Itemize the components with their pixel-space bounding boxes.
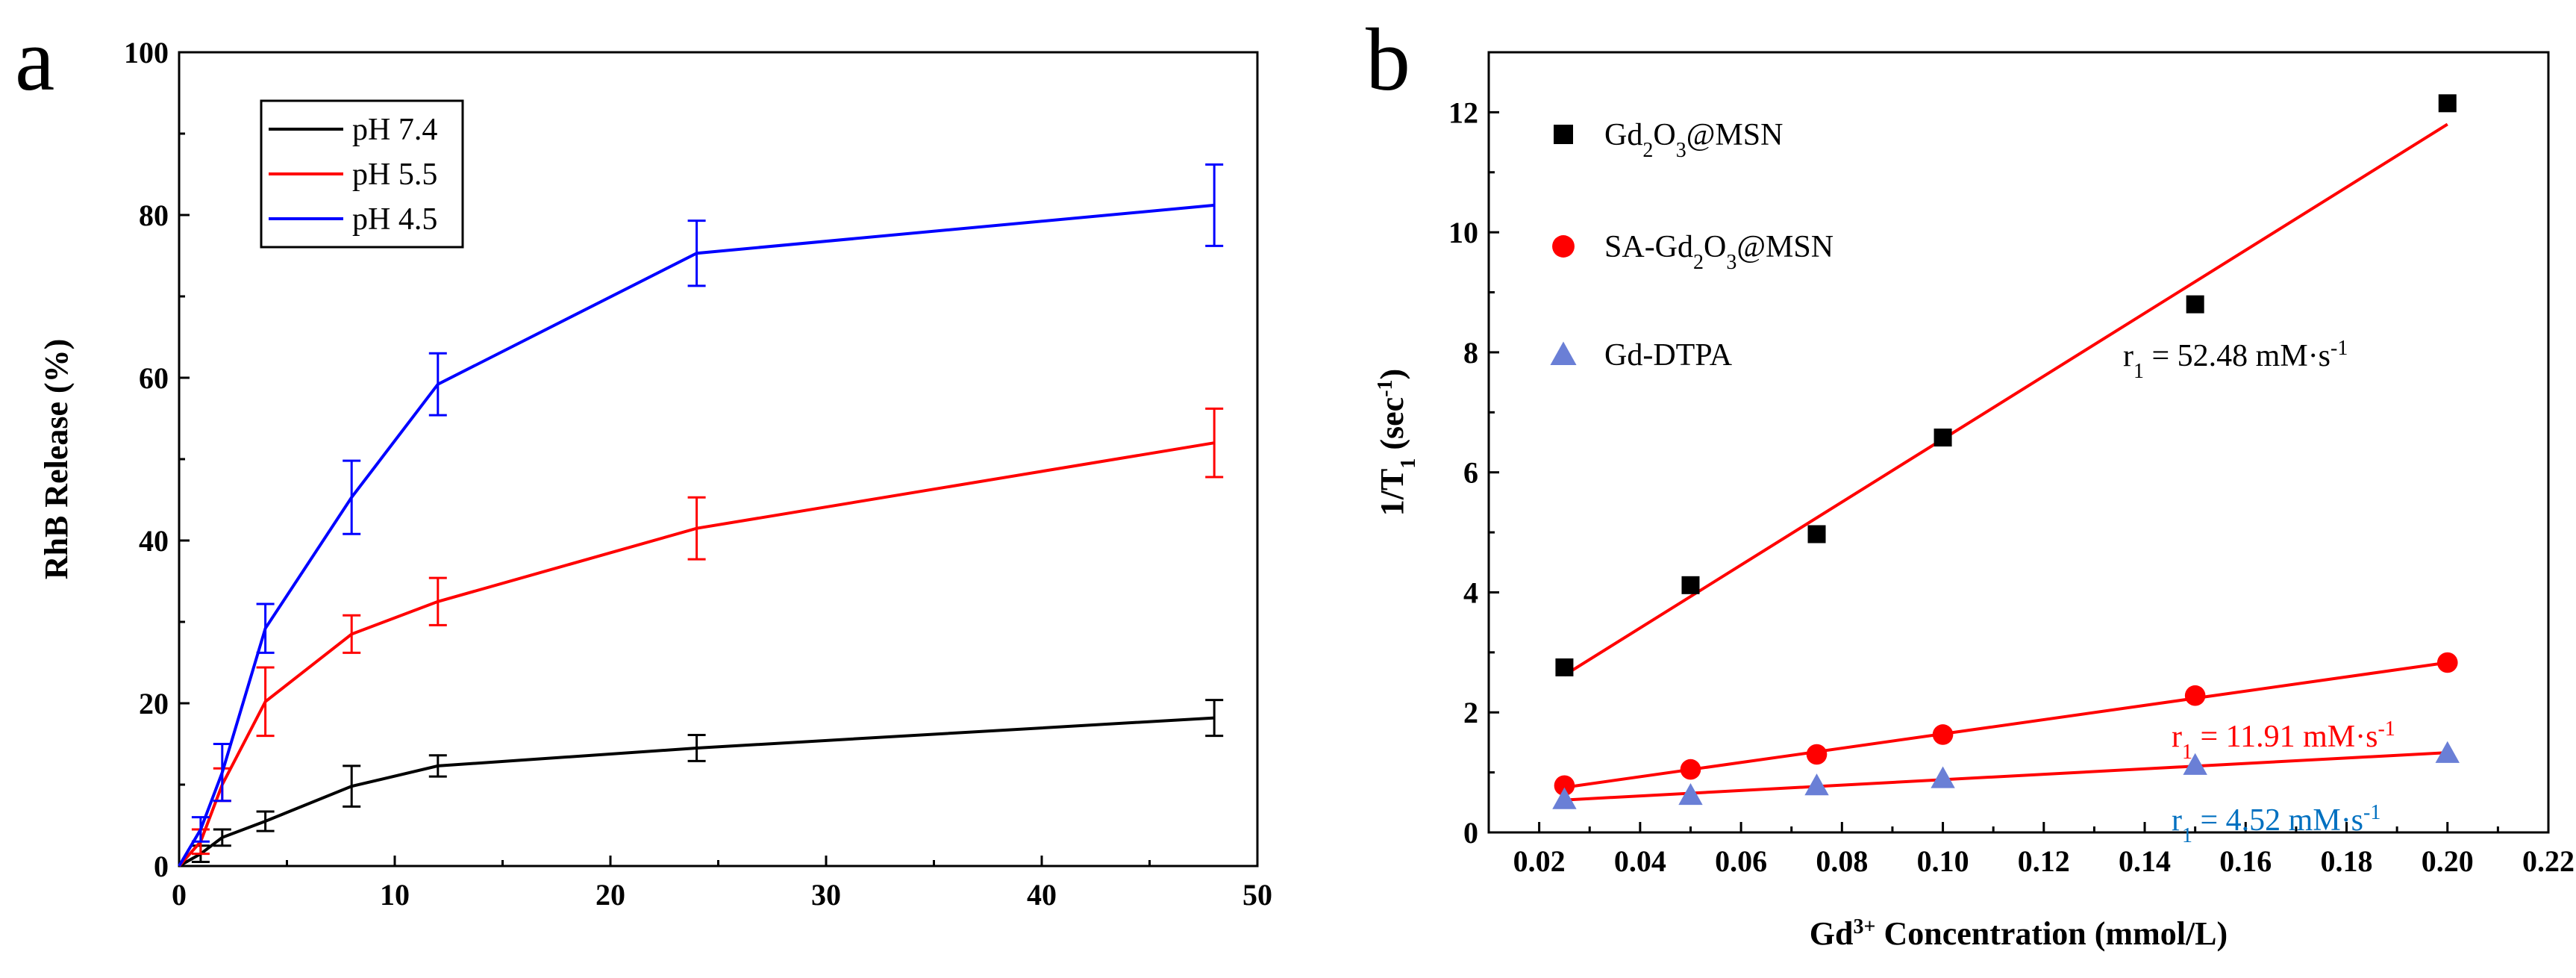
fit-line-2 bbox=[1564, 751, 2448, 802]
legend-marker bbox=[1552, 235, 1575, 258]
x-tick-label-a: 40 bbox=[1027, 878, 1057, 912]
legend-label: pH 4.5 bbox=[352, 202, 437, 237]
data-point bbox=[1555, 658, 1574, 676]
data-point bbox=[1932, 724, 1954, 745]
x-tick-label-b: 0.14 bbox=[2119, 844, 2171, 878]
relaxivity-annotation: r1 = 52.48 mM·s-1 bbox=[2123, 337, 2348, 383]
data-point bbox=[1552, 787, 1577, 809]
legend-b: Gd2O3@MSN SA-Gd2O3@MSN Gd-DTPA bbox=[1550, 118, 1833, 373]
data-point bbox=[1933, 429, 1952, 447]
y-tick-label-a: 20 bbox=[139, 687, 169, 720]
series-line bbox=[178, 203, 1215, 868]
y-axis-label-a: RhB Release (%) bbox=[38, 339, 75, 580]
series-a-ph-4.5 bbox=[178, 163, 1224, 868]
y-tick-label-b: 8 bbox=[1463, 336, 1478, 370]
y-tick-label-b: 12 bbox=[1448, 96, 1478, 129]
data-point bbox=[1931, 766, 1955, 788]
y-tick-label-a: 80 bbox=[139, 199, 169, 232]
plot-frame-b bbox=[1487, 51, 2550, 834]
series-a-ph-7.4 bbox=[178, 699, 1224, 868]
x-tick-label-b: 0.18 bbox=[2321, 844, 2373, 878]
x-tick-label-b: 0.06 bbox=[1715, 844, 1767, 878]
x-tick-label-b: 0.04 bbox=[1614, 844, 1666, 878]
data-point bbox=[2436, 652, 2458, 673]
data-point bbox=[1554, 775, 1575, 797]
x-tick-label-a: 20 bbox=[595, 878, 625, 912]
panel-b: b 0.02 0.04 0.06 0.08 0.10 0.12 0.14 0.16 0.18 0.2… bbox=[1366, 10, 2575, 952]
data-point bbox=[1678, 782, 1703, 806]
data-point bbox=[2435, 741, 2460, 763]
y-tick-label-a: 60 bbox=[139, 361, 169, 395]
series-b-1 bbox=[1554, 652, 2458, 797]
data-point bbox=[2183, 753, 2207, 775]
data-point bbox=[1680, 759, 1701, 780]
fit-line-0 bbox=[1563, 122, 2448, 677]
series-line bbox=[178, 441, 1215, 868]
x-tick-label-b: 0.16 bbox=[2219, 844, 2272, 878]
x-tick-label-a: 0 bbox=[172, 878, 187, 912]
series-b-2 bbox=[1552, 741, 2460, 809]
data-point bbox=[2438, 94, 2457, 113]
x-tick-label-b: 0.12 bbox=[2018, 844, 2070, 878]
y-tick-label-b: 2 bbox=[1463, 696, 1478, 729]
y-tick-label-b: 10 bbox=[1448, 216, 1478, 249]
x-tick-label-a: 30 bbox=[811, 878, 841, 912]
panel-letter-a: a bbox=[15, 10, 54, 109]
panel-letter-b: b bbox=[1366, 10, 1410, 109]
data-point bbox=[2184, 685, 2206, 706]
y-tick-label-b: 0 bbox=[1463, 816, 1478, 850]
legend-a: pH 7.4 pH 5.5 pH 4.5 bbox=[260, 99, 464, 249]
relaxivity-annotation: r1 = 11.91 mM·s-1 bbox=[2172, 717, 2395, 764]
legend-label: pH 5.5 bbox=[352, 158, 437, 192]
legend-label: Gd2O3@MSN bbox=[1604, 118, 1783, 162]
relaxivity-annotation: r1 = 4.52 mM·s-1 bbox=[2172, 801, 2380, 847]
legend-marker bbox=[1554, 125, 1573, 144]
legend-marker bbox=[1550, 341, 1577, 366]
x-tick-label-b: 0.22 bbox=[2522, 844, 2575, 878]
series-line bbox=[178, 716, 1215, 868]
data-point bbox=[1807, 525, 1826, 543]
x-tick-label-b: 0.02 bbox=[1513, 844, 1566, 878]
fit-line-1 bbox=[1564, 661, 2448, 789]
data-point bbox=[1681, 576, 1700, 594]
data-point bbox=[1806, 744, 1828, 765]
x-tick-label-b: 0.20 bbox=[2422, 844, 2474, 878]
y-tick-label-b: 4 bbox=[1463, 576, 1478, 609]
data-point bbox=[2186, 295, 2204, 314]
panel-a: a 0 10 20 30 40 50 0 20 40 60 80 100 RhB Release (%) p… bbox=[15, 10, 1272, 912]
data-point bbox=[1804, 773, 1829, 796]
x-tick-label-b: 0.10 bbox=[1917, 844, 1969, 878]
y-tick-label-a: 0 bbox=[154, 850, 169, 883]
y-tick-label-b: 6 bbox=[1463, 456, 1478, 490]
legend-label: SA-Gd2O3@MSN bbox=[1604, 230, 1833, 274]
y-tick-label-a: 40 bbox=[139, 524, 169, 558]
legend-label: pH 7.4 bbox=[352, 113, 437, 147]
x-tick-label-a: 50 bbox=[1242, 878, 1272, 912]
y-axis-label-b: 1/T1 (sec-1) bbox=[1374, 369, 1420, 516]
x-tick-label-a: 10 bbox=[380, 878, 410, 912]
legend-label: Gd-DTPA bbox=[1604, 338, 1733, 373]
x-axis-label-b: Gd3+ Concentration (mmol/L) bbox=[1810, 915, 2228, 953]
y-tick-label-a: 100 bbox=[124, 36, 169, 69]
series-a-ph-5.5 bbox=[178, 407, 1224, 868]
series-b-0 bbox=[1555, 94, 2457, 676]
x-tick-label-b: 0.08 bbox=[1816, 844, 1868, 878]
